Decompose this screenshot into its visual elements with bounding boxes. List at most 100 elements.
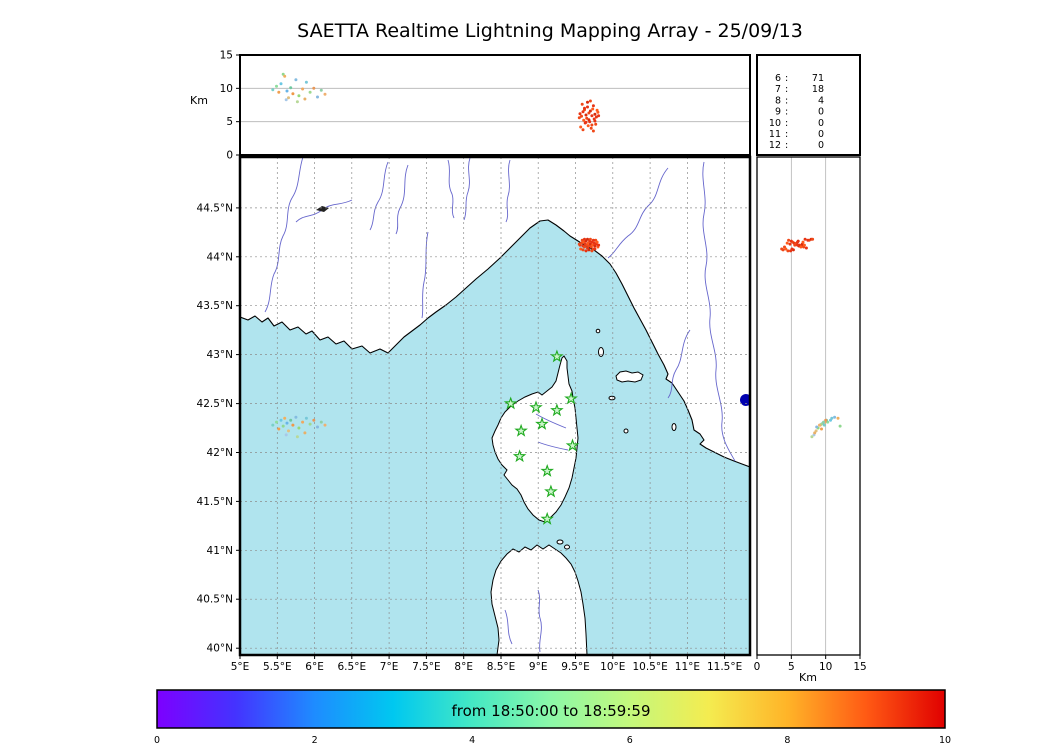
time-colorbar: from 18:50:00 to 18:59:59 0 2 4 6 8 10 — [154, 689, 951, 746]
lat-tick-label: 44°N — [207, 251, 233, 263]
lightning-source-point — [275, 84, 278, 88]
lightning-source-point — [275, 420, 278, 424]
lightning-source-point — [578, 112, 582, 116]
lightning-source-point — [304, 80, 308, 84]
lon-tick-label: 9°E — [529, 661, 548, 673]
lightning-source-point — [297, 94, 301, 98]
lightning-source-point — [579, 125, 583, 129]
colorbar-tick-label: 8 — [784, 735, 790, 746]
lightning-source-point — [312, 86, 316, 90]
lightning-source-point — [830, 416, 834, 420]
altitude-panel-frame — [239, 54, 751, 156]
lightning-source-point — [590, 249, 594, 253]
lightning-source-point — [303, 431, 307, 435]
river-path — [463, 157, 471, 221]
lon-tick-label: 10°E — [600, 661, 625, 673]
lightning-source-point — [323, 423, 327, 427]
lightning-source-point — [590, 114, 594, 118]
altitude-tick-label: 10 — [819, 661, 832, 673]
lat-tick-label: 40.5°N — [197, 594, 233, 606]
lightning-source-point — [820, 427, 823, 431]
lightning-source-point — [580, 102, 584, 106]
station-star-icon — [503, 396, 518, 410]
lightning-source-point — [289, 418, 293, 422]
lightning-source-point — [303, 97, 307, 101]
lightning-source-point — [312, 418, 316, 422]
river-path — [537, 441, 569, 451]
count-separator: : — [785, 107, 788, 118]
lightning-source-point — [594, 122, 598, 126]
lightning-source-point — [591, 107, 595, 111]
lightning-source-point — [591, 238, 595, 242]
lightning-source-point — [577, 116, 581, 120]
lightning-source-point — [811, 237, 815, 241]
lightning-source-point — [579, 247, 583, 251]
lat-tick-label: 43°N — [207, 349, 233, 361]
count-value: 0 — [818, 107, 824, 118]
lightning-source-point — [271, 88, 275, 92]
lightning-source-point — [594, 115, 598, 119]
lightning-source-point — [301, 420, 305, 424]
count-value: 4 — [818, 95, 824, 106]
corsica-island — [491, 355, 579, 523]
lon-tick-label: 6.5°E — [338, 661, 367, 673]
lightning-source-point — [283, 416, 287, 420]
colorbar-tick-label: 2 — [312, 735, 318, 746]
lightning-source-point — [291, 92, 295, 96]
count-separator: : — [785, 84, 788, 95]
count-altitude-level: 6 — [775, 73, 781, 84]
lon-tick-label: 11.5°E — [707, 661, 742, 673]
lightning-source-point — [802, 243, 806, 247]
station-star-icon — [529, 400, 543, 414]
lightning-source-point — [784, 247, 788, 251]
lightning-source-point — [289, 86, 293, 90]
sardinia-island — [490, 544, 588, 655]
colorbar-tick-label: 10 — [939, 735, 951, 746]
lat-tick-label: 41.5°N — [197, 496, 233, 508]
station-star-icon — [540, 511, 554, 525]
lightning-source-point — [822, 420, 826, 424]
river-path — [537, 589, 542, 653]
lightning-source-point — [295, 100, 299, 104]
count-altitude-level: 10 — [769, 118, 781, 129]
lon-tick-label: 8°E — [454, 661, 473, 673]
lightning-source-point — [593, 247, 597, 251]
station-star-icon — [540, 463, 555, 477]
lightning-source-point — [580, 238, 584, 242]
lightning-source-point — [580, 114, 583, 118]
lightning-source-point — [583, 106, 586, 110]
lightning-source-point — [595, 108, 599, 112]
lightning-source-point — [787, 238, 791, 242]
river-path — [369, 161, 389, 231]
lightning-source-point — [588, 237, 592, 241]
lon-tick-label: 11°E — [675, 661, 700, 673]
lightning-source-point — [285, 421, 289, 425]
count-value: 0 — [818, 140, 824, 151]
lightning-source-point — [316, 425, 319, 429]
lon-tick-label: 7°E — [380, 661, 399, 673]
lightning-source-point — [308, 422, 312, 426]
altitude-axis-label: Km — [190, 94, 208, 107]
lightning-source-point — [285, 89, 289, 93]
lightning-source-point — [294, 415, 298, 419]
lightning-source-point — [591, 104, 595, 108]
count-altitude-level: 12 — [769, 140, 781, 151]
lightning-source-point — [833, 415, 837, 419]
map-station-markers — [503, 349, 580, 525]
river-path — [667, 329, 691, 399]
altitude-tick-label: 5 — [788, 661, 795, 673]
altitude-latitude-panel: 0 5 10 15 Km — [754, 156, 867, 684]
island-montecristo — [623, 428, 629, 434]
count-altitude-level: 7 — [775, 84, 781, 95]
right-panel-ticks: 0 5 10 15 — [754, 655, 867, 673]
station-star-icon — [550, 403, 564, 417]
island-capraia — [598, 347, 604, 357]
station-star-icon — [565, 438, 580, 452]
lightning-source-point — [304, 416, 308, 420]
lon-tick-label: 7.5°E — [412, 661, 441, 673]
lightning-source-point — [590, 123, 594, 127]
colorbar-tick-label: 6 — [627, 735, 633, 746]
lightning-source-point — [803, 237, 807, 241]
altitude-panel-ticks: 0 5 10 15 — [220, 50, 240, 162]
